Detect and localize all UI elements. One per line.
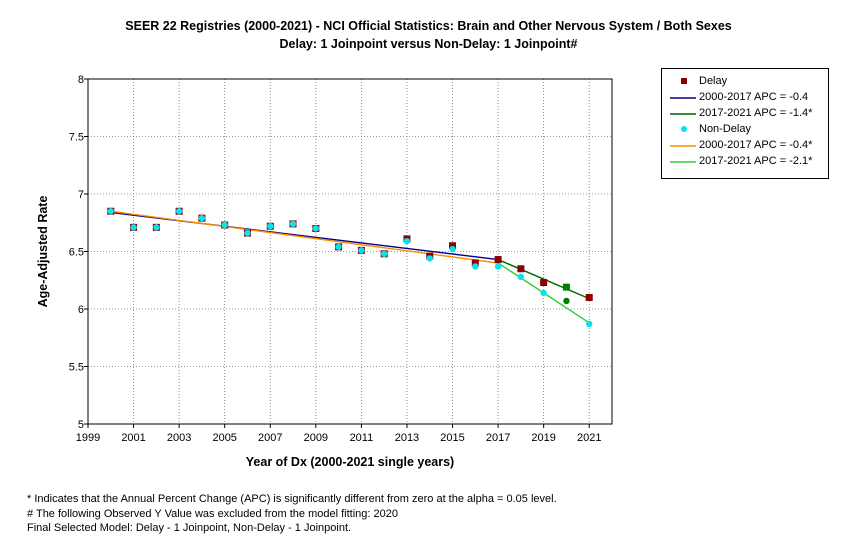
x-tick-label: 2003 <box>167 432 191 444</box>
legend-label: 2000-2017 APC = -0.4 <box>699 91 809 103</box>
legend-label: Delay <box>699 75 728 87</box>
line-marker-icon <box>670 161 696 163</box>
line-marker-icon <box>670 113 696 115</box>
data-point-delay <box>585 294 593 301</box>
y-tick-label: 6 <box>78 304 84 316</box>
axes: 1999 2001 2003 2005 2007 2009 2011 2013 2015 2017… <box>69 74 602 444</box>
data-point-non-delay <box>289 220 297 228</box>
data-point-non-delay <box>175 208 183 215</box>
data-point-delay <box>494 256 502 264</box>
chart-subtitle: Delay: 1 Joinpoint versus Non-Delay: 1 J… <box>279 37 578 51</box>
x-tick-label: 2009 <box>304 432 328 444</box>
legend-label: 2017-2021 APC = -1.4* <box>699 107 813 119</box>
x-tick-label: 2019 <box>531 432 555 444</box>
legend-label: 2017-2021 APC = -2.1* <box>699 155 813 167</box>
data-point-non-delay <box>244 229 251 237</box>
x-tick-label: 2013 <box>395 432 419 444</box>
data-point-delay <box>471 259 479 267</box>
data-point-non-delay <box>153 224 160 231</box>
chart-legend: Delay 2000-2017 APC = -0.4 2017-2021 APC… <box>661 68 829 179</box>
data-point-non-delay <box>335 243 342 251</box>
y-tick-label: 7.5 <box>69 132 84 144</box>
line-marker-icon <box>670 97 696 99</box>
data-point-delay <box>540 279 548 287</box>
data-point-non-delay <box>586 320 593 328</box>
x-tick-label: 2011 <box>350 432 374 444</box>
data-point-delay <box>517 265 525 273</box>
data-points <box>107 207 593 328</box>
x-tick-label: 2001 <box>121 432 145 444</box>
footnote-model: Final Selected Model: Delay - 1 Joinpoin… <box>27 522 352 534</box>
dot-marker-icon <box>681 126 687 132</box>
legend-item-non-delay-fit-1: 2000-2017 APC = -0.4* <box>662 138 830 154</box>
fit-line <box>110 210 499 264</box>
data-point-non-delay <box>517 273 525 280</box>
x-tick-label: 2005 <box>212 432 236 444</box>
legend-label: 2000-2017 APC = -0.4* <box>699 139 813 151</box>
data-point-non-delay <box>540 289 547 297</box>
data-point-non-delay <box>130 224 137 231</box>
x-tick-label: 2021 <box>577 432 601 444</box>
data-point-non-delay <box>358 247 365 254</box>
data-point-non-delay <box>198 214 206 222</box>
legend-item-delay: Delay <box>662 74 830 90</box>
x-tick-label: 2015 <box>440 432 464 444</box>
square-marker-icon <box>681 78 687 84</box>
x-axis-title: Year of Dx (2000-2021 single years) <box>246 455 454 469</box>
y-axis-title: Age-Adjusted Rate <box>36 196 50 308</box>
x-tick-label: 2017 <box>486 432 510 444</box>
legend-item-non-delay: Non-Delay <box>662 122 830 138</box>
legend-item-delay-fit-2: 2017-2021 APC = -1.4* <box>662 106 830 122</box>
y-tick-label: 5 <box>78 419 84 431</box>
x-tick-label: 1999 <box>76 432 100 444</box>
data-point-non-delay <box>403 237 411 245</box>
data-point-non-delay <box>221 221 228 229</box>
data-point-non-delay <box>426 255 433 262</box>
legend-item-non-delay-fit-2: 2017-2021 APC = -2.1* <box>662 154 830 170</box>
data-point-non-delay <box>267 223 274 230</box>
data-point-non-delay <box>494 263 502 270</box>
data-point-delay <box>562 283 570 291</box>
data-point-non-delay <box>449 246 456 253</box>
y-tick-label: 5.5 <box>69 362 84 374</box>
legend-label: Non-Delay <box>699 123 751 135</box>
chart-title: SEER 22 Registries (2000-2021) - NCI Off… <box>125 19 732 33</box>
y-tick-label: 7 <box>78 189 84 201</box>
data-point-non-delay <box>472 263 479 270</box>
legend-item-delay-fit-1: 2000-2017 APC = -0.4 <box>662 90 830 106</box>
line-marker-icon <box>670 145 696 147</box>
y-tick-label: 8 <box>78 74 84 86</box>
footnote-significance: * Indicates that the Annual Percent Chan… <box>27 493 557 505</box>
data-point-non-delay <box>563 297 570 305</box>
data-point-non-delay <box>312 225 320 232</box>
data-point-delay <box>449 242 457 250</box>
footnote-excluded: # The following Observed Y Value was exc… <box>27 508 398 520</box>
x-tick-label: 2007 <box>258 432 282 444</box>
data-point-non-delay <box>107 208 114 215</box>
grid-lines <box>87 78 612 425</box>
data-point-non-delay <box>380 250 388 257</box>
y-tick-label: 6.5 <box>69 247 84 259</box>
